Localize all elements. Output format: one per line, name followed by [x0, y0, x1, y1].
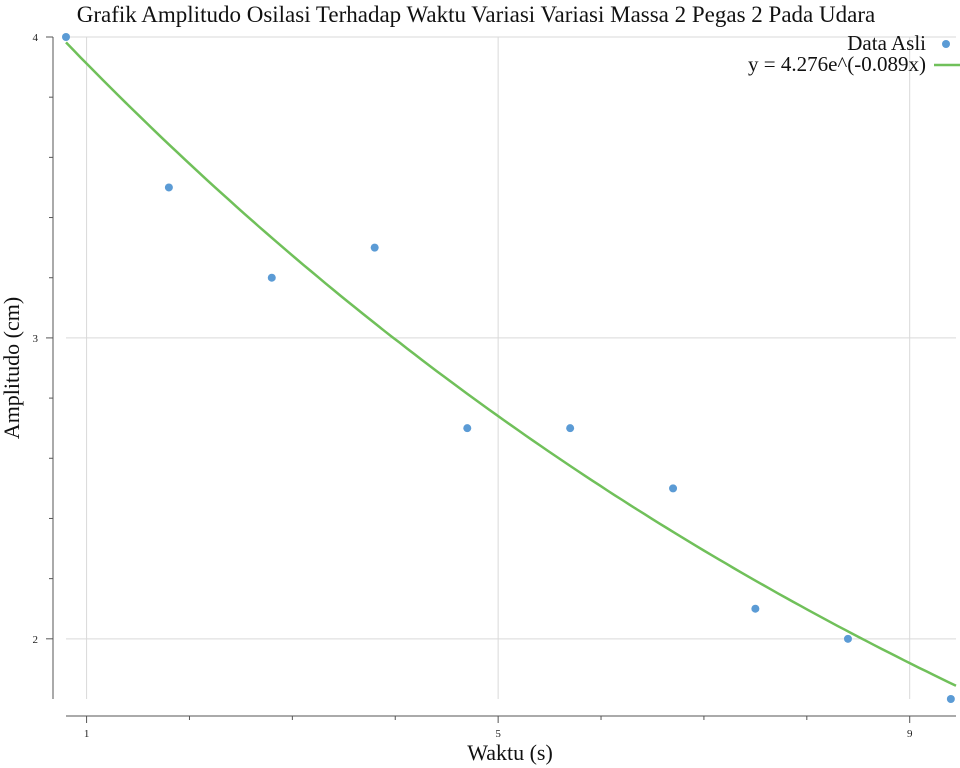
chart-title: Grafik Amplitudo Osilasi Terhadap Waktu … [77, 2, 875, 27]
data-point [370, 243, 379, 252]
data-point [164, 183, 173, 192]
legend-label-fit-line: y = 4.276e^(-0.089x) [748, 52, 926, 76]
x-axis-label: Waktu (s) [467, 740, 553, 765]
data-point [946, 695, 955, 703]
y-tick-label: 2 [33, 634, 39, 646]
ticks: 1 5 9 2 3 4 [33, 32, 913, 740]
x-tick-label: 9 [907, 728, 913, 740]
x-tick-label: 5 [495, 728, 501, 740]
axes [52, 37, 956, 717]
series [62, 33, 957, 703]
y-tick-label: 4 [33, 32, 39, 44]
data-point [62, 33, 70, 41]
data-point [751, 604, 760, 613]
data-point [566, 424, 575, 433]
data-point [669, 484, 678, 493]
data-point [267, 273, 276, 282]
fit-line [65, 41, 957, 687]
legend: Data Asli y = 4.276e^(-0.089x) [748, 31, 960, 76]
data-point [843, 634, 852, 643]
y-tick-label: 3 [33, 333, 39, 345]
grid [66, 36, 956, 699]
legend-label-data-asli: Data Asli [847, 31, 926, 55]
y-axis-label: Amplitudo (cm) [0, 297, 24, 439]
x-tick-label: 1 [84, 728, 90, 740]
legend-marker-data-asli [942, 40, 950, 48]
data-point [463, 424, 472, 433]
